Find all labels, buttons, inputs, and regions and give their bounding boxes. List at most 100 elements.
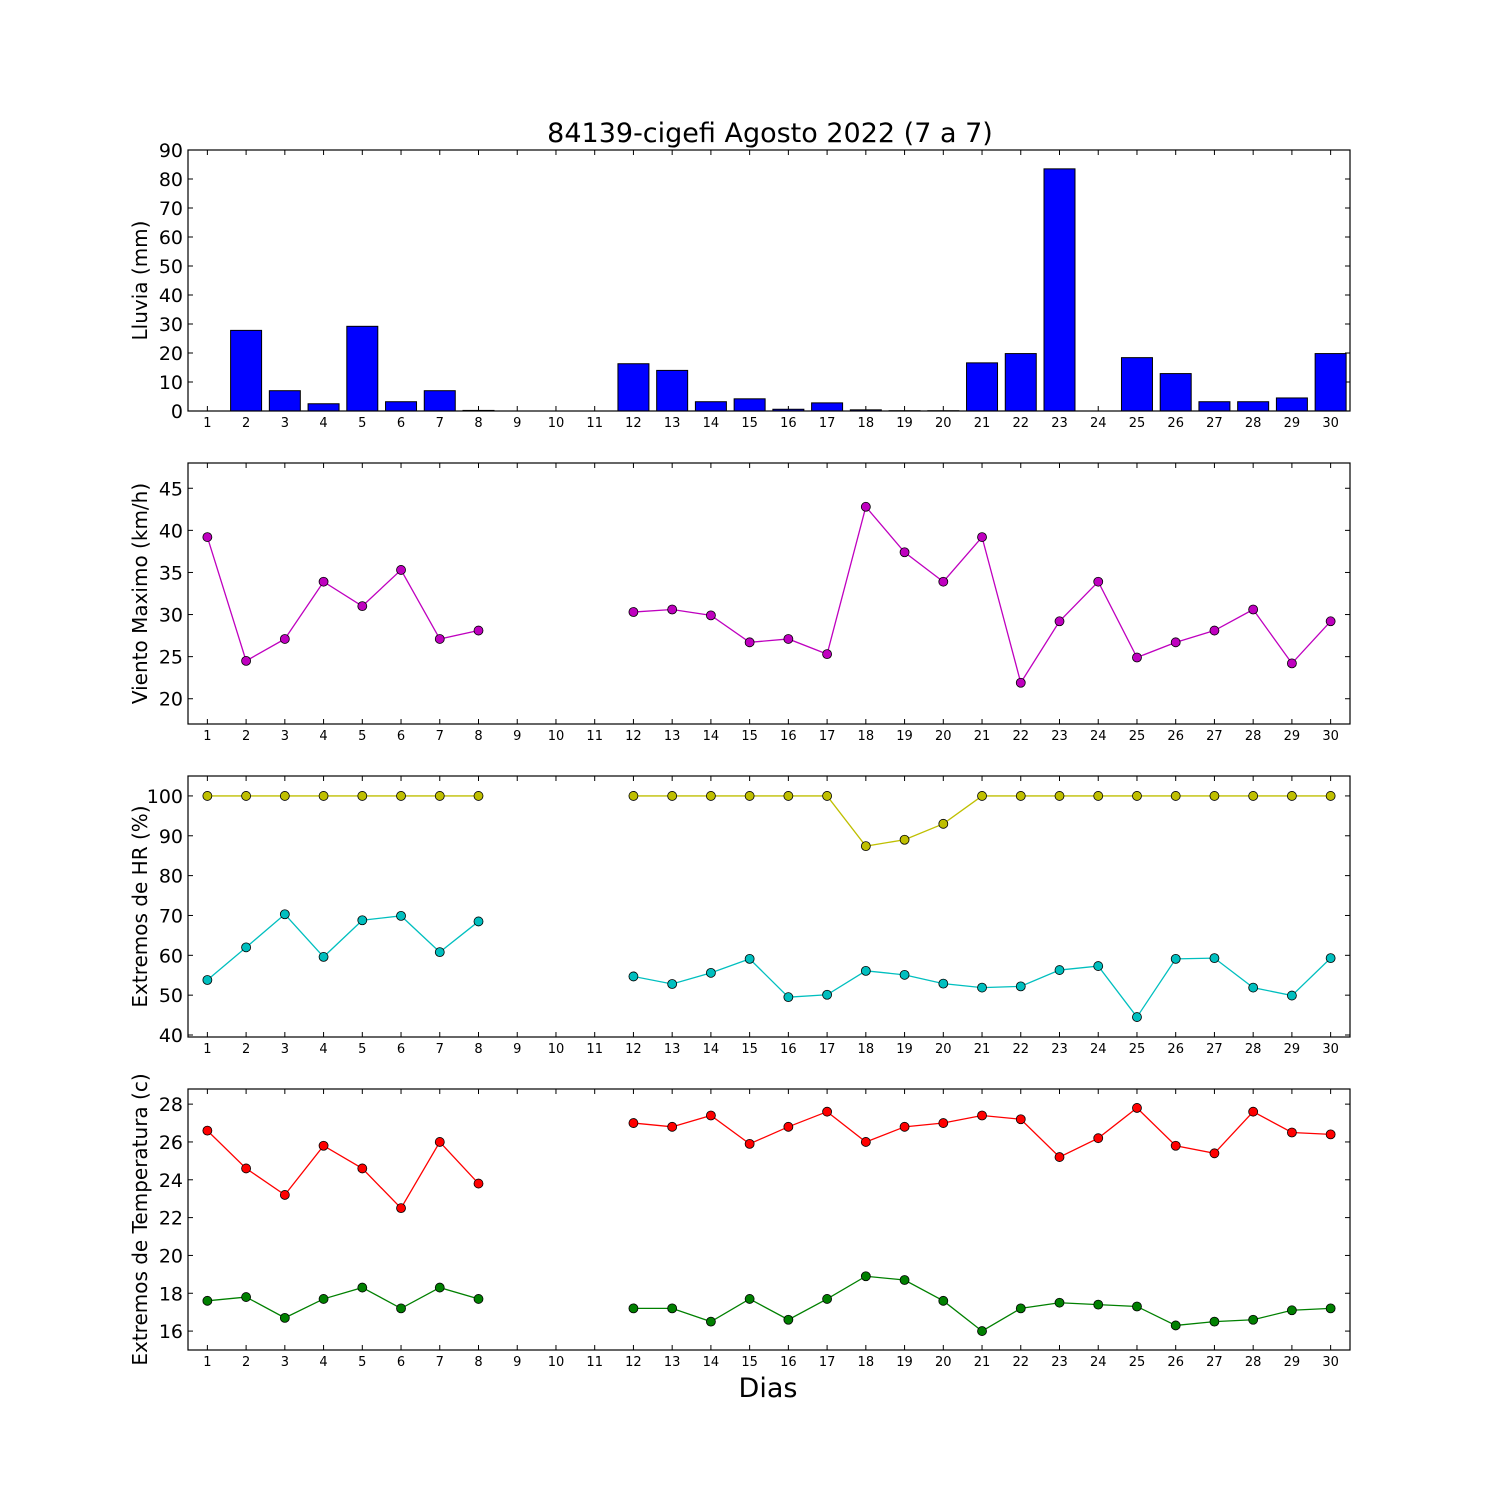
x-tick-label: 17 xyxy=(819,416,836,431)
x-tick-label: 15 xyxy=(741,729,758,744)
data-point xyxy=(357,915,368,926)
data-point xyxy=(1015,677,1026,688)
x-tick-label: 4 xyxy=(319,1042,327,1057)
data-point xyxy=(434,1137,445,1147)
x-tick-label: 29 xyxy=(1284,1355,1301,1370)
x-tick-label: 24 xyxy=(1090,1042,1107,1057)
data-point xyxy=(434,634,445,644)
x-tick-label: 30 xyxy=(1322,1355,1339,1370)
bar xyxy=(617,363,650,412)
data-point xyxy=(1325,1129,1336,1140)
data-point xyxy=(977,1110,987,1121)
y-tick-label: 60 xyxy=(159,945,183,967)
y-tick-label: 16 xyxy=(159,1321,183,1343)
data-point xyxy=(783,1314,794,1325)
data-point xyxy=(1287,1127,1297,1138)
data-point xyxy=(938,1295,949,1306)
x-tick-label: 22 xyxy=(1012,416,1029,431)
x-tick-label: 15 xyxy=(741,1042,758,1057)
y-tick-label: 28 xyxy=(159,1094,183,1116)
data-point xyxy=(667,791,678,801)
bar xyxy=(1275,397,1308,412)
data-point xyxy=(706,1110,716,1121)
data-point xyxy=(860,841,871,852)
x-tick-label: 30 xyxy=(1322,729,1339,744)
data-point xyxy=(744,1294,755,1304)
data-point xyxy=(938,576,949,587)
x-tick-label: 4 xyxy=(319,1355,327,1370)
plot-frame xyxy=(187,1088,1351,1351)
data-point xyxy=(822,791,832,801)
x-tick-label: 9 xyxy=(513,729,521,744)
series-1 xyxy=(202,1103,1336,1214)
data-point xyxy=(744,1138,755,1149)
data-point xyxy=(1248,1314,1259,1325)
bar xyxy=(966,362,999,412)
x-tick-label: 3 xyxy=(281,1042,289,1057)
x-tick-label: 13 xyxy=(664,1042,681,1057)
x-tick-label: 19 xyxy=(896,1355,913,1370)
x-tick-label: 27 xyxy=(1206,1042,1223,1057)
x-tick-label: 25 xyxy=(1129,729,1146,744)
x-tick-label: 7 xyxy=(436,1042,444,1057)
x-tick-label: 12 xyxy=(625,1042,642,1057)
x-tick-label: 3 xyxy=(281,729,289,744)
bar xyxy=(1159,373,1192,412)
data-point xyxy=(822,1106,832,1117)
data-point xyxy=(977,982,987,993)
data-point xyxy=(279,1190,290,1200)
data-point xyxy=(706,967,716,978)
data-point xyxy=(357,1163,368,1174)
x-tick-label: 18 xyxy=(858,1355,875,1370)
data-point xyxy=(279,634,290,644)
series-2 xyxy=(202,1271,1336,1336)
y-tick-label: 0 xyxy=(171,401,183,423)
data-point xyxy=(1325,616,1336,627)
x-tick-label: 12 xyxy=(625,729,642,744)
data-point xyxy=(241,1292,252,1302)
x-tick-label: 12 xyxy=(625,416,642,431)
y-tick-label: 70 xyxy=(159,198,183,220)
data-point xyxy=(1287,1305,1297,1316)
y-tick-label: 90 xyxy=(159,826,183,848)
x-tick-label: 25 xyxy=(1129,416,1146,431)
data-point xyxy=(1170,637,1181,648)
bar xyxy=(1314,353,1347,412)
data-point xyxy=(822,649,832,660)
bar xyxy=(1237,401,1270,412)
data-point xyxy=(1132,791,1142,801)
x-tick-label: 23 xyxy=(1051,1355,1068,1370)
plot-frame xyxy=(187,775,1351,1038)
data-point xyxy=(706,791,716,801)
plot-frame xyxy=(187,462,1351,725)
y-axis-label: Lluvia (mm) xyxy=(128,221,152,341)
x-tick-label: 4 xyxy=(319,416,327,431)
x-tick-label: 26 xyxy=(1167,416,1184,431)
series-2 xyxy=(202,909,1336,1022)
x-tick-label: 29 xyxy=(1284,416,1301,431)
bar xyxy=(346,325,379,412)
data-point xyxy=(357,1282,368,1293)
series-line xyxy=(206,1130,479,1210)
data-point xyxy=(473,1294,484,1304)
data-point xyxy=(1170,1140,1181,1151)
data-point xyxy=(1209,625,1220,636)
y-tick-label: 20 xyxy=(159,1245,183,1267)
x-tick-label: 16 xyxy=(780,1355,797,1370)
data-point xyxy=(1093,576,1104,587)
data-point xyxy=(1093,1299,1104,1310)
data-point xyxy=(1209,1148,1220,1159)
x-tick-label: 5 xyxy=(358,1042,366,1057)
y-tick-label: 22 xyxy=(159,1208,183,1230)
x-tick-label: 15 xyxy=(741,1355,758,1370)
data-point xyxy=(396,910,406,921)
data-point xyxy=(860,1137,871,1147)
x-tick-label: 2 xyxy=(242,1042,250,1057)
x-tick-label: 13 xyxy=(664,1355,681,1370)
x-tick-label: 17 xyxy=(819,1355,836,1370)
data-point xyxy=(202,975,213,985)
data-point xyxy=(860,501,871,512)
x-tick-label: 23 xyxy=(1051,729,1068,744)
x-tick-label: 8 xyxy=(474,1355,482,1370)
